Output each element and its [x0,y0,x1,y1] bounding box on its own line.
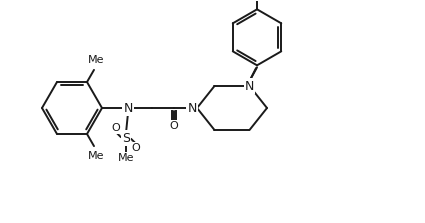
Text: N: N [123,101,133,114]
Text: S: S [122,132,130,145]
Text: N: N [245,80,254,93]
Text: O: O [112,123,120,133]
Text: Me: Me [118,153,134,163]
Text: O: O [170,121,178,131]
Text: O: O [131,143,140,153]
Text: Me: Me [88,151,104,161]
Text: N: N [187,101,197,114]
Text: Me: Me [88,56,104,65]
